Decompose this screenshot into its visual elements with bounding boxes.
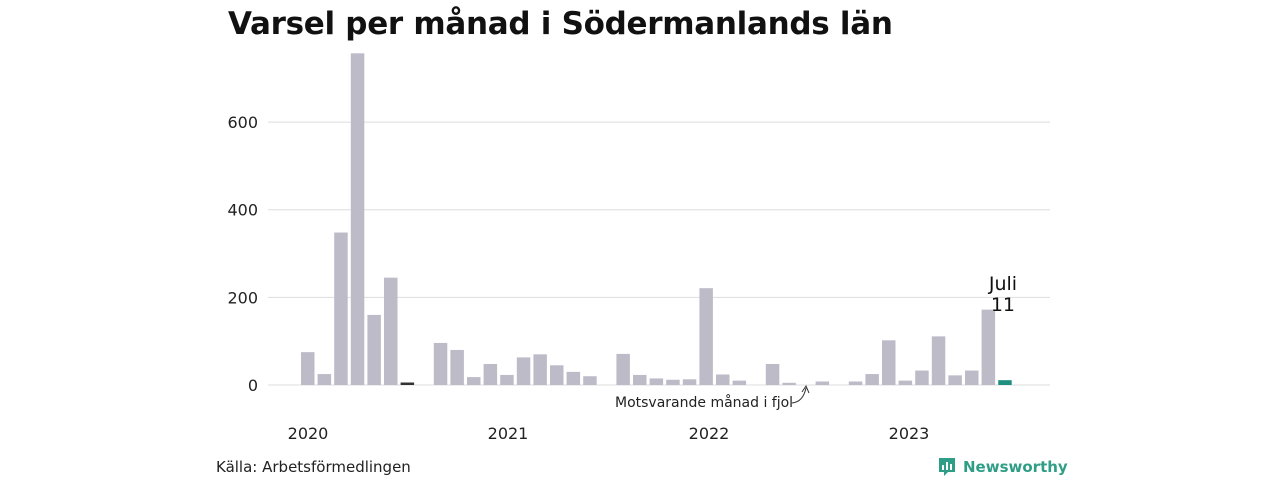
bar (500, 374, 514, 385)
bar (965, 370, 979, 385)
bar (915, 370, 929, 385)
highlight-value-label: 11 (991, 294, 1015, 316)
highlight-bar (998, 380, 1012, 385)
reference-arrowhead (801, 384, 810, 394)
x-axis: 2020 2021 2022 2023 (288, 424, 930, 443)
bar (350, 53, 365, 385)
bar (367, 314, 381, 385)
bar (666, 379, 680, 385)
bar (931, 336, 946, 385)
x-tick-label: 2023 (889, 424, 930, 443)
bar (633, 374, 647, 385)
x-tick-label: 2021 (488, 424, 529, 443)
bar (649, 378, 664, 385)
highlight-month-label: Juli (988, 273, 1017, 295)
reference-arrow (791, 387, 807, 404)
bar (550, 365, 564, 385)
bar (898, 380, 913, 385)
bar (782, 382, 796, 385)
y-tick-label: 0 (248, 376, 258, 395)
bar (882, 340, 896, 385)
reference-bar (400, 382, 415, 385)
newsworthy-logo-icon (939, 458, 955, 476)
bar (334, 232, 348, 385)
bar (865, 374, 879, 385)
bar (317, 374, 332, 385)
y-tick-label: 600 (227, 113, 258, 132)
bar (815, 381, 830, 385)
y-axis: 0 200 400 600 (227, 113, 258, 395)
y-tick-label: 400 (227, 201, 258, 220)
bar (616, 353, 630, 385)
bar (716, 374, 730, 385)
bar (948, 375, 962, 385)
bar (516, 357, 531, 385)
bar (682, 379, 697, 385)
brand-logo: Newsworthy (937, 456, 1068, 478)
bar (699, 288, 713, 385)
bar (732, 380, 747, 385)
bar (450, 349, 464, 385)
bar (583, 376, 597, 385)
bar (566, 371, 581, 385)
bar (981, 309, 996, 385)
bar (483, 363, 498, 385)
bar (433, 342, 448, 385)
chart-title: Varsel per månad i Södermanlands län (228, 6, 893, 42)
source-note: Källa: Arbetsförmedlingen (216, 458, 411, 476)
bar (848, 381, 863, 385)
bar (301, 352, 315, 385)
bar (467, 377, 481, 385)
reference-note: Motsvarande månad i fjol (615, 394, 793, 411)
x-tick-label: 2022 (689, 424, 730, 443)
bars (301, 53, 1012, 385)
y-tick-label: 200 (227, 288, 258, 307)
bar (765, 363, 780, 385)
x-tick-label: 2020 (288, 424, 329, 443)
bar (384, 277, 398, 385)
brand-name: Newsworthy (963, 458, 1068, 476)
bar (533, 354, 547, 385)
